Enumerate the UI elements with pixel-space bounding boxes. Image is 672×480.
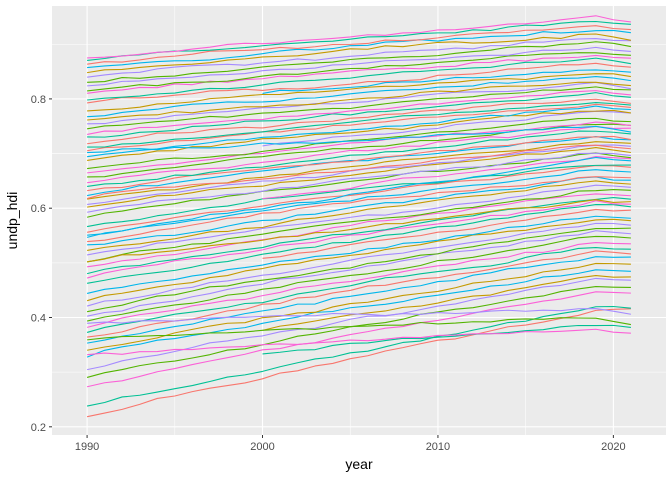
series-line xyxy=(87,86,631,130)
series-lines xyxy=(86,15,632,418)
series-line xyxy=(262,155,631,200)
series-line xyxy=(86,269,631,358)
series-line xyxy=(86,103,631,152)
series-line xyxy=(86,152,631,213)
series-line xyxy=(87,81,632,125)
series-line xyxy=(87,81,631,121)
series-line xyxy=(86,184,631,256)
x-axis-ticks: 1990 2000 2010 2020 xyxy=(75,435,626,453)
x-tick-label: 1990 xyxy=(75,441,99,453)
series-line xyxy=(87,105,631,158)
series-line xyxy=(87,76,631,118)
series-line xyxy=(86,277,631,371)
series-line xyxy=(86,291,631,388)
series-line xyxy=(87,92,631,138)
major-gridlines xyxy=(52,6,666,435)
x-tick-label: 2020 xyxy=(601,441,625,453)
series-line xyxy=(87,41,632,83)
series-line xyxy=(87,57,632,101)
series-line xyxy=(87,125,632,154)
series-line xyxy=(87,317,632,341)
series-line xyxy=(86,241,631,328)
series-line xyxy=(86,308,631,418)
series-line xyxy=(87,176,631,243)
series-line xyxy=(87,73,631,112)
series-line xyxy=(86,180,631,251)
series-line xyxy=(86,152,631,218)
series-line xyxy=(86,90,631,135)
series-line xyxy=(87,307,632,324)
y-tick-label: 0.6 xyxy=(31,203,46,215)
x-tick-label: 2000 xyxy=(250,441,274,453)
series-line xyxy=(87,121,631,174)
series-line xyxy=(87,46,631,87)
series-line xyxy=(87,176,631,246)
series-line xyxy=(87,38,631,78)
series-line xyxy=(86,164,631,228)
y-tick-label: 0.4 xyxy=(31,313,46,325)
series-line xyxy=(86,197,631,275)
y-axis-title: undp_hdi xyxy=(4,192,20,250)
series-line xyxy=(86,218,631,302)
series-line xyxy=(86,189,631,263)
series-line xyxy=(86,256,631,344)
series-line xyxy=(87,135,632,192)
series-line xyxy=(87,147,631,208)
y-tick-label: 0.2 xyxy=(31,422,46,434)
x-axis-title: year xyxy=(345,456,373,472)
series-line xyxy=(86,230,631,317)
series-line xyxy=(87,62,631,104)
series-line xyxy=(87,125,631,184)
x-tick-label: 2010 xyxy=(426,441,450,453)
y-tick-label: 0.8 xyxy=(31,94,46,106)
series-line xyxy=(87,25,631,65)
series-line xyxy=(87,98,631,145)
series-line xyxy=(86,204,631,284)
series-line xyxy=(87,156,631,236)
series-line xyxy=(86,305,631,407)
series-line xyxy=(262,324,631,355)
series-line xyxy=(87,117,631,170)
series-line xyxy=(87,102,631,148)
series-line xyxy=(262,69,631,95)
series-line xyxy=(262,110,631,147)
series-line xyxy=(262,275,631,331)
series-line xyxy=(87,141,631,200)
series-line xyxy=(87,15,631,59)
series-line xyxy=(86,285,631,378)
series-line xyxy=(262,208,631,259)
series-line xyxy=(87,33,632,74)
series-line xyxy=(87,29,631,69)
series-line xyxy=(87,130,631,187)
series-line xyxy=(87,199,631,263)
series-line xyxy=(86,222,631,307)
y-axis-ticks: 0.2 0.4 0.6 0.8 xyxy=(31,94,52,434)
series-line xyxy=(86,169,631,238)
series-line xyxy=(86,215,631,294)
series-line xyxy=(86,144,631,200)
series-line xyxy=(87,54,631,94)
series-line xyxy=(87,109,631,161)
series-line xyxy=(87,328,631,356)
series-line xyxy=(86,200,631,279)
series-line xyxy=(86,235,631,322)
series-line xyxy=(86,165,631,233)
series-line xyxy=(86,262,631,351)
series-line xyxy=(87,52,631,92)
series-line xyxy=(87,193,631,268)
series-line xyxy=(86,246,631,333)
series-line xyxy=(86,227,631,313)
